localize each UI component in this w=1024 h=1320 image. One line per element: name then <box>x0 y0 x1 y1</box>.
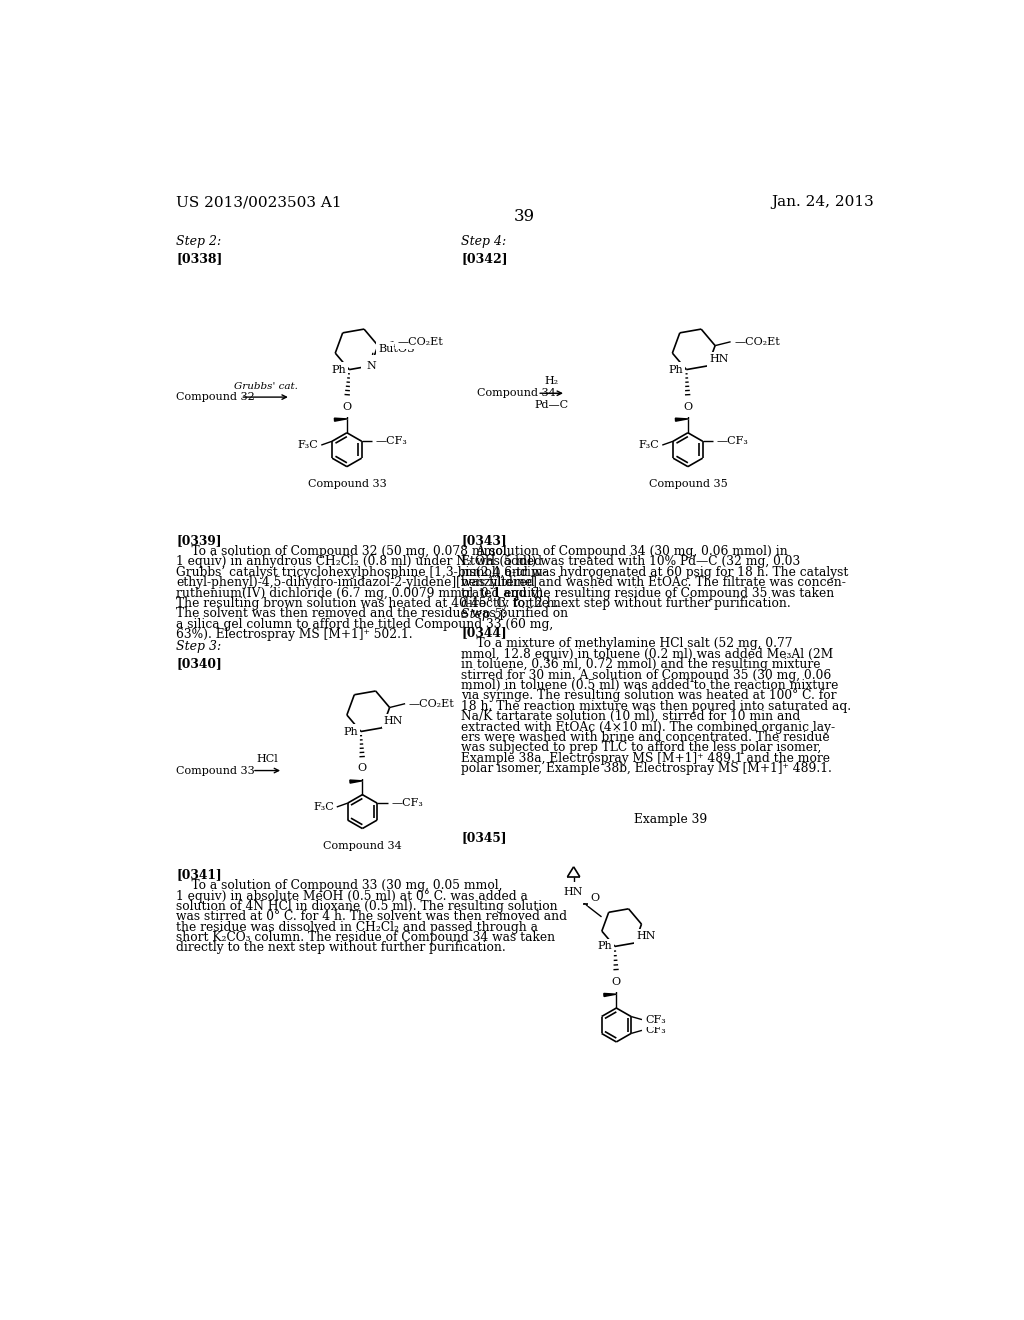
Text: H₂: H₂ <box>544 376 558 387</box>
Text: CF₃: CF₃ <box>645 1026 666 1035</box>
Text: CF₃: CF₃ <box>645 1015 666 1024</box>
Text: the residue was dissolved in CH₂Cl₂ and passed through a: the residue was dissolved in CH₂Cl₂ and … <box>176 921 538 933</box>
Text: Step 5:: Step 5: <box>461 609 507 622</box>
Text: in toluene, 0.36 ml, 0.72 mmol) and the resulting mixture: in toluene, 0.36 ml, 0.72 mmol) and the … <box>461 659 821 671</box>
Text: Compound 33: Compound 33 <box>176 766 255 776</box>
Text: trated and the resulting residue of Compound 35 was taken: trated and the resulting residue of Comp… <box>461 586 835 599</box>
Text: Step 3:: Step 3: <box>176 640 221 653</box>
Text: The resulting brown solution was heated at 40-45° C. for 2 h.: The resulting brown solution was heated … <box>176 597 558 610</box>
Text: —CO₂Et: —CO₂Et <box>397 337 443 347</box>
Text: a silica gel column to afford the titled Compound 33 (60 mg,: a silica gel column to afford the titled… <box>176 618 553 631</box>
Text: ethyl-phenyl)-4,5-dihydro-imidazol-2-ylidene][benzylidine]: ethyl-phenyl)-4,5-dihydro-imidazol-2-yli… <box>176 576 537 589</box>
Polygon shape <box>350 780 362 783</box>
Text: US 2013/0023503 A1: US 2013/0023503 A1 <box>176 195 342 210</box>
Text: [0343]: [0343] <box>461 535 507 548</box>
Text: 39: 39 <box>514 209 536 226</box>
Text: Ph: Ph <box>597 941 611 952</box>
Text: Compound 32: Compound 32 <box>176 392 255 403</box>
Text: Compound 34: Compound 34 <box>323 841 401 851</box>
Text: ruthenium(IV) dichloride (6.7 mg, 0.0079 mmol, 0.1 equiv).: ruthenium(IV) dichloride (6.7 mg, 0.0079… <box>176 586 547 599</box>
Text: extracted with EtOAc (4×10 ml). The combined organic lay-: extracted with EtOAc (4×10 ml). The comb… <box>461 721 836 734</box>
Text: was subjected to prep TLC to afford the less polar isomer,: was subjected to prep TLC to afford the … <box>461 742 821 754</box>
Text: To a solution of Compound 32 (50 mg, 0.078 mmol,: To a solution of Compound 32 (50 mg, 0.0… <box>176 545 511 558</box>
Text: Ph: Ph <box>343 726 357 737</box>
Text: HN: HN <box>384 717 403 726</box>
Text: O: O <box>357 763 367 774</box>
Text: —CO₂Et: —CO₂Et <box>409 698 455 709</box>
Text: directly to the next step without further purification.: directly to the next step without furthe… <box>461 597 791 610</box>
Text: Na/K tartarate solution (10 ml), stirred for 10 min and: Na/K tartarate solution (10 ml), stirred… <box>461 710 801 723</box>
Text: F₃C: F₃C <box>313 803 334 812</box>
Text: Compound 34: Compound 34 <box>477 388 555 399</box>
Text: Compound 35: Compound 35 <box>648 479 727 488</box>
Text: [0338]: [0338] <box>176 252 222 265</box>
Text: Step 2:: Step 2: <box>176 235 221 248</box>
Text: To a solution of Compound 33 (30 mg, 0.05 mmol,: To a solution of Compound 33 (30 mg, 0.0… <box>176 879 503 892</box>
Polygon shape <box>604 994 616 997</box>
Text: via syringe. The resulting solution was heated at 100° C. for: via syringe. The resulting solution was … <box>461 689 837 702</box>
Text: —CF₃: —CF₃ <box>717 436 749 446</box>
Text: [0340]: [0340] <box>176 657 222 671</box>
Text: 63%). Electrospray MS [M+1]⁺ 502.1.: 63%). Electrospray MS [M+1]⁺ 502.1. <box>176 628 413 642</box>
Text: —CO₂Et: —CO₂Et <box>734 337 780 347</box>
Text: was filtered and washed with EtOAc. The filtrate was concen-: was filtered and washed with EtOAc. The … <box>461 576 846 589</box>
Text: Ph: Ph <box>332 364 346 375</box>
Text: Pd—C: Pd—C <box>535 400 568 411</box>
Text: EtOH (5 ml) was treated with 10% Pd—C (32 mg, 0.03: EtOH (5 ml) was treated with 10% Pd—C (3… <box>461 556 801 569</box>
Text: solution of 4N HCl in dioxane (0.5 ml). The resulting solution: solution of 4N HCl in dioxane (0.5 ml). … <box>176 900 558 913</box>
Text: The solvent was then removed and the residue was purified on: The solvent was then removed and the res… <box>176 607 568 620</box>
Text: mmol) and was hydrogenated at 60 psig for 18 h. The catalyst: mmol) and was hydrogenated at 60 psig fo… <box>461 566 849 578</box>
Text: O: O <box>611 977 621 987</box>
Text: HCl: HCl <box>257 754 279 763</box>
Text: Example 38a, Electrospray MS [M+1]⁺ 489.1 and the more: Example 38a, Electrospray MS [M+1]⁺ 489.… <box>461 751 830 764</box>
Text: Jan. 24, 2013: Jan. 24, 2013 <box>771 195 873 210</box>
Text: Ph: Ph <box>669 364 683 375</box>
Text: O: O <box>683 401 692 412</box>
Text: Example 39: Example 39 <box>634 813 708 826</box>
Text: Grubbs’ catalyst tricyclohexylphosphine [1,3-bis(2,4,6-trim-: Grubbs’ catalyst tricyclohexylphosphine … <box>176 566 547 578</box>
Text: F₃C: F₃C <box>297 440 318 450</box>
Text: To a mixture of methylamine HCl salt (52 mg, 0.77: To a mixture of methylamine HCl salt (52… <box>461 638 793 651</box>
Text: ers were washed with brine and concentrated. The residue: ers were washed with brine and concentra… <box>461 731 829 744</box>
Text: Compound 33: Compound 33 <box>307 479 386 488</box>
Text: [0341]: [0341] <box>176 869 221 882</box>
Text: [0345]: [0345] <box>461 832 507 845</box>
Text: ButOS: ButOS <box>378 345 415 354</box>
Text: 1 equiv) in anhydrous CH₂Cl₂ (0.8 ml) under N₂ was added: 1 equiv) in anhydrous CH₂Cl₂ (0.8 ml) un… <box>176 556 542 569</box>
Text: 1 equiv) in absolute MeOH (0.5 ml) at 0° C. was added a: 1 equiv) in absolute MeOH (0.5 ml) at 0°… <box>176 890 528 903</box>
Text: HN: HN <box>710 354 729 364</box>
Text: directly to the next step without further purification.: directly to the next step without furthe… <box>176 941 506 954</box>
Text: HN: HN <box>564 887 584 898</box>
Text: Step 4:: Step 4: <box>461 235 507 248</box>
Text: O: O <box>591 894 600 903</box>
Text: 18 h. The reaction mixture was then poured into saturated aq.: 18 h. The reaction mixture was then pour… <box>461 700 851 713</box>
Polygon shape <box>676 418 688 421</box>
Polygon shape <box>335 418 347 421</box>
Text: was stirred at 0° C. for 4 h. The solvent was then removed and: was stirred at 0° C. for 4 h. The solven… <box>176 911 567 923</box>
Text: —CF₃: —CF₃ <box>376 436 408 446</box>
Text: stirred for 30 min. A solution of Compound 35 (30 mg, 0.06: stirred for 30 min. A solution of Compou… <box>461 668 831 681</box>
Text: polar isomer, Example 38b, Electrospray MS [M+1]⁺ 489.1.: polar isomer, Example 38b, Electrospray … <box>461 762 833 775</box>
Text: mmol) in toluene (0.5 ml) was added to the reaction mixture: mmol) in toluene (0.5 ml) was added to t… <box>461 678 839 692</box>
Text: A solution of Compound 34 (30 mg, 0.06 mmol) in: A solution of Compound 34 (30 mg, 0.06 m… <box>461 545 788 558</box>
Text: short K₂CO₃ column. The residue of Compound 34 was taken: short K₂CO₃ column. The residue of Compo… <box>176 931 555 944</box>
Text: Grubbs' cat.: Grubbs' cat. <box>233 381 298 391</box>
Text: [0339]: [0339] <box>176 535 221 548</box>
Text: N: N <box>367 360 376 371</box>
Text: [0344]: [0344] <box>461 627 507 640</box>
Text: O: O <box>342 401 351 412</box>
Text: mmol, 12.8 equiv) in toluene (0.2 ml) was added Me₃Al (2M: mmol, 12.8 equiv) in toluene (0.2 ml) wa… <box>461 648 834 661</box>
Text: [0342]: [0342] <box>461 252 508 265</box>
Text: HN: HN <box>636 932 655 941</box>
Text: F₃C: F₃C <box>638 440 659 450</box>
Text: —CF₃: —CF₃ <box>391 799 423 808</box>
